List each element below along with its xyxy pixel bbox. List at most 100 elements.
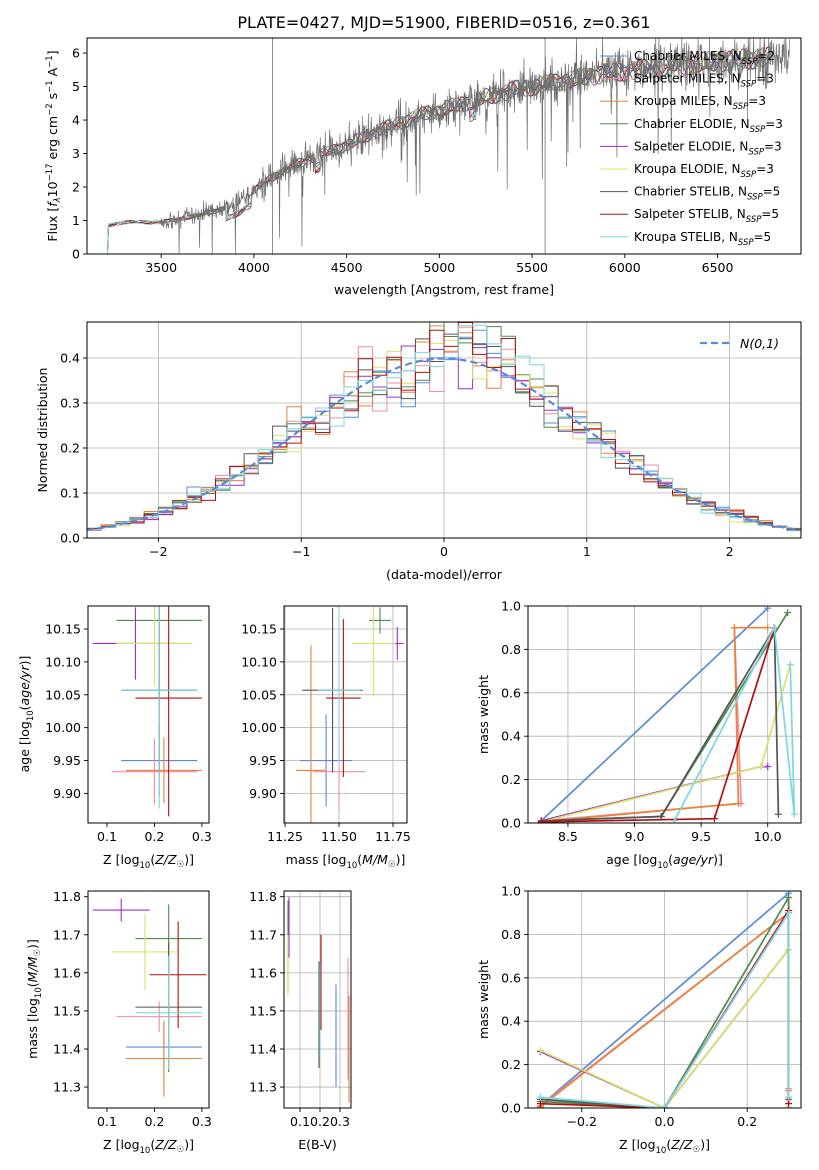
x-axis-label: mass [log10(M/M☉)]	[286, 852, 406, 871]
errorbar-kroupa-stelib	[135, 955, 202, 1070]
weights-marker	[536, 1100, 544, 1108]
y-tick-label: 4	[72, 113, 80, 128]
x-tick-label: 0.1	[97, 829, 117, 844]
y-tick-label: 9.90	[249, 786, 277, 801]
axes-frame	[283, 890, 352, 1109]
x-axis-label: Z [log10(Z/Z☉)]	[103, 1137, 194, 1156]
y-tick-label: 10.00	[241, 720, 277, 735]
x-tick-label: 0.3	[330, 1114, 350, 1129]
legend-label-salpeter-stelib: Salpeter STELIB, NSSP=5	[634, 207, 779, 225]
x-tick-label: 4500	[331, 260, 363, 275]
y-tick-label: 11.3	[249, 1080, 277, 1095]
x-tick-label: 0.2	[144, 1114, 164, 1129]
axes-age-vs-Z: 0.1 0.2 0.3 9.90 9.95 10.00 10.05 10.10 10.15 Z […	[17, 605, 212, 871]
x-tick-label: 11.25	[267, 829, 303, 844]
y-tick-label: 10.10	[45, 654, 81, 669]
weights-marker	[774, 810, 782, 818]
weights-marker	[790, 810, 798, 818]
histogram-kroupa-stelib	[87, 324, 801, 533]
axes-residuals: −2 −1 0 1 2 0.0 0.1 0.2 0.3 0.4 N(0,1) (data-model)…	[35, 321, 802, 582]
errorbar-kroupa-miles	[295, 645, 327, 823]
weights-marker	[770, 624, 778, 632]
y-tick-label: 11.7	[249, 927, 277, 942]
errorbar-kroupa-stelib	[121, 606, 198, 809]
y-tick-label: 0.2	[501, 1057, 521, 1072]
y-tick-label: 1.0	[501, 884, 521, 899]
y-tick-label: 0.4	[501, 1014, 521, 1029]
legend-label-kroupa-elodie: Kroupa ELODIE, NSSP=3	[634, 162, 774, 180]
axes-spectrum: 3500 4000 4500 5000 5500 6000 6500 0 1 2 3 4 5 6 Chabr…	[45, 37, 802, 297]
weights-marker	[764, 763, 772, 771]
axes-frame	[87, 890, 210, 1109]
x-tick-label: 0.3	[192, 829, 212, 844]
legend-label-chabrier-miles: Chabrier MILES, NSSP=2	[634, 49, 775, 67]
y-tick-label: 10.05	[45, 687, 81, 702]
y-tick-label: 11.6	[53, 965, 81, 980]
weights-marker	[786, 661, 794, 669]
x-tick-label: 6000	[609, 260, 641, 275]
y-tick-label: 0.6	[501, 685, 521, 700]
errorbar-salpeter-miles	[116, 1001, 202, 1032]
weights-marker	[734, 799, 742, 807]
figure-title: PLATE=0427, MJD=51900, FIBERID=0516, z=0…	[237, 13, 650, 32]
legend-label-kroupa-miles: Kroupa MILES, NSSP=3	[634, 94, 766, 112]
y-tick-label: 0.4	[60, 351, 80, 366]
x-tick-label: 10.0	[754, 829, 782, 844]
histogram-salpeter-stelib	[87, 322, 801, 533]
weights-marker	[536, 1046, 544, 1054]
x-axis-label: (data-model)/error	[386, 567, 503, 582]
plot-area-age-vs-Z	[92, 606, 202, 817]
weights-kroupa-stelib	[536, 909, 793, 1108]
legend-label-chabrier-elodie: Chabrier ELODIE, NSSP=3	[634, 117, 783, 135]
weights-chabrier-elodie	[537, 609, 792, 823]
weights-line	[540, 909, 790, 1108]
weights-marker	[785, 909, 793, 917]
y-tick-label: 6	[72, 46, 80, 61]
y-tick-label: 9.95	[249, 753, 277, 768]
x-tick-label: 9.0	[625, 829, 645, 844]
x-tick-label: 0.0	[655, 1114, 675, 1129]
x-axis-label: E(B-V)	[298, 1137, 337, 1152]
weights-marker	[785, 1100, 793, 1108]
weights-marker	[757, 763, 765, 771]
frame-age-vs-mass: 11.25 11.50 11.75 9.90 9.95 10.00 10.05 10.10 10…	[241, 605, 411, 871]
y-tick-label: 0.2	[501, 772, 521, 787]
axes-age-vs-mass: 11.25 11.50 11.75 9.90 9.95 10.00 10.05 10.10 10…	[241, 605, 411, 871]
y-tick-label: 0.2	[60, 441, 80, 456]
weights-line	[540, 607, 769, 822]
y-tick-label: 0.6	[501, 970, 521, 985]
legend-label-chabrier-stelib: Chabrier STELIB, NSSP=5	[634, 185, 780, 203]
y-tick-label: 11.8	[53, 889, 81, 904]
weights-line	[673, 624, 796, 822]
errorbar-salpeter-elodie	[92, 898, 150, 922]
weights-marker	[537, 818, 545, 823]
weights-line	[541, 624, 780, 822]
x-axis-label: Z [log10(Z/Z☉)]	[619, 1137, 710, 1156]
errorbar-salpeter-miles	[111, 738, 198, 805]
y-tick-label: 10.15	[241, 622, 277, 637]
legend-spectrum: Chabrier MILES, NSSP=2 Salpeter MILES, NS…	[600, 49, 783, 248]
y-tick-label: 0.3	[60, 396, 80, 411]
errorbar-salpeter-stelib	[135, 606, 202, 817]
x-tick-label: 6500	[702, 260, 734, 275]
y-tick-label: 5	[72, 79, 80, 94]
axes-frame	[87, 605, 210, 824]
weights-marker	[785, 1093, 793, 1101]
y-tick-label: 0.0	[501, 1101, 521, 1116]
axes-frame	[527, 605, 802, 824]
errorbar-salpeter-stelib	[149, 921, 207, 1029]
plot-area-spectrum	[106, 38, 790, 254]
y-tick-label: 1	[72, 213, 80, 228]
y-tick-label: 10.15	[45, 622, 81, 637]
plot-area-residuals	[87, 322, 801, 533]
x-tick-label: −1	[292, 544, 310, 559]
axes-mass-vs-Z: 0.1 0.2 0.3 11.3 11.4 11.5 11.6 11.7 11.8 Z [log1…	[25, 889, 212, 1156]
frame-residuals: −2 −1 0 1 2 0.0 0.1 0.2 0.3 0.4 N(0,1) (data-model)…	[35, 321, 802, 582]
errorbar-kroupa-elodie	[116, 606, 193, 687]
x-axis-label: age [log10(age/yr)]	[606, 852, 723, 871]
errorbar-kroupa-elodie	[111, 913, 179, 990]
y-tick-label: 10.10	[241, 654, 277, 669]
y-tick-label: 0	[72, 247, 80, 262]
y-axis-label: mass weight	[476, 960, 491, 1039]
x-tick-label: 0.2	[737, 1114, 757, 1129]
